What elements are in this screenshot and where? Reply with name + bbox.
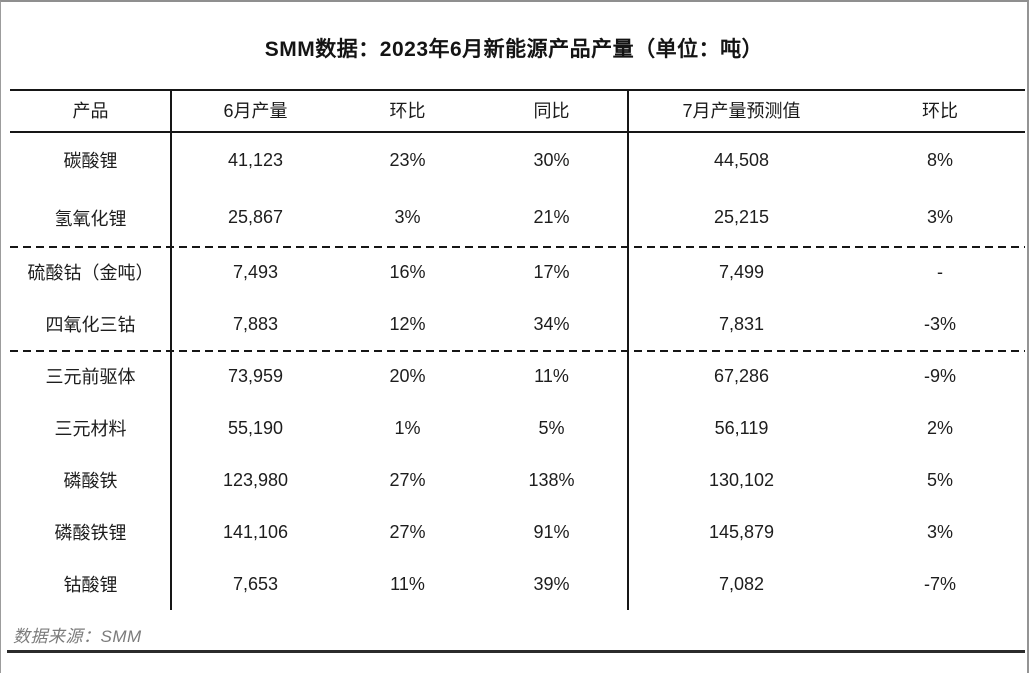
header-cell-1: 6月产量 xyxy=(223,101,288,121)
table-top-border xyxy=(10,89,1025,91)
header-cell-0: 产品 xyxy=(72,101,109,121)
value-cell: 7,499 xyxy=(718,261,765,282)
header-bottom-border xyxy=(10,131,1025,133)
column-divider-right xyxy=(627,89,629,610)
value-cell: 3% xyxy=(926,207,953,227)
product-name-cell: 三元材料 xyxy=(54,419,127,439)
bottom-rule xyxy=(7,650,1025,653)
value-cell: 27% xyxy=(389,521,426,542)
value-cell: 16% xyxy=(389,261,426,282)
value-cell: 1% xyxy=(394,417,421,438)
value-cell: 55,190 xyxy=(227,417,284,438)
product-name-cell: 磷酸铁锂 xyxy=(54,523,127,543)
value-cell: -9% xyxy=(923,365,956,386)
header-cell-5: 环比 xyxy=(922,101,958,121)
value-cell: 130,102 xyxy=(708,469,775,490)
product-name-cell: 三元前驱体 xyxy=(45,367,136,387)
value-cell: 27% xyxy=(389,469,426,490)
value-cell: 41,123 xyxy=(227,149,284,170)
value-cell: 138% xyxy=(528,469,575,490)
value-cell: 7,883 xyxy=(232,313,279,334)
header-cell-2: 环比 xyxy=(389,101,426,121)
production-table-grid: 产品 6月产量 环比 同比 7月产量预测值 环比碳酸锂 41,123 23% 30% 44,508… xyxy=(10,89,1025,610)
product-name-cell: 硫酸钴（金吨） xyxy=(27,263,154,283)
value-cell: 145,879 xyxy=(708,521,775,542)
value-cell: 7,831 xyxy=(718,313,765,334)
source-note: 数据来源：SMM xyxy=(13,627,142,646)
value-cell: 30% xyxy=(533,149,570,170)
value-cell: 7,653 xyxy=(232,573,279,594)
dashed-separator-2 xyxy=(10,350,1025,352)
value-cell: 67,286 xyxy=(713,365,770,386)
value-cell: 5% xyxy=(926,469,953,490)
value-cell: 73,959 xyxy=(227,365,284,386)
value-cell: -3% xyxy=(923,313,956,334)
header-cell-4: 7月产量预测值 xyxy=(682,101,801,121)
value-cell: 123,980 xyxy=(222,469,289,490)
value-cell: 5% xyxy=(538,417,565,438)
table-title: SMM数据：2023年6月新能源产品产量（单位：吨） xyxy=(264,38,764,61)
value-cell: 44,508 xyxy=(713,149,770,170)
product-name-cell: 四氧化三钴 xyxy=(45,315,136,335)
value-cell: 34% xyxy=(533,313,570,334)
column-divider-left xyxy=(170,89,172,610)
value-cell: 8% xyxy=(926,149,953,170)
value-cell: 11% xyxy=(534,365,569,386)
value-cell: 25,867 xyxy=(227,207,284,227)
value-cell: 56,119 xyxy=(714,417,769,438)
value-cell: 25,215 xyxy=(713,207,770,227)
product-name-cell: 钴酸锂 xyxy=(63,575,118,595)
product-name-cell: 磷酸铁 xyxy=(63,471,118,491)
value-cell: - xyxy=(937,261,943,282)
header-cell-3: 同比 xyxy=(533,101,570,121)
product-name-cell: 碳酸锂 xyxy=(63,151,118,171)
value-cell: 20% xyxy=(389,365,426,386)
value-cell: -7% xyxy=(923,573,956,594)
value-cell: 91% xyxy=(533,521,570,542)
value-cell: 21% xyxy=(533,207,570,227)
value-cell: 7,493 xyxy=(232,261,279,282)
value-cell: 3% xyxy=(926,521,953,542)
value-cell: 3% xyxy=(394,207,421,227)
value-cell: 17% xyxy=(533,261,570,282)
value-cell: 12% xyxy=(389,313,426,334)
dashed-separator-1 xyxy=(10,246,1025,248)
production-table: 产品 6月产量 环比 同比 7月产量预测值 环比碳酸锂 41,123 23% 30% 44,508… xyxy=(10,89,1025,610)
value-cell: 141,106 xyxy=(222,521,289,542)
value-cell: 11% xyxy=(390,573,425,594)
value-cell: 39% xyxy=(533,573,570,594)
value-cell: 23% xyxy=(389,149,426,170)
value-cell: 2% xyxy=(926,417,953,438)
value-cell: 7,082 xyxy=(718,573,765,594)
product-name-cell: 氢氧化锂 xyxy=(54,208,127,229)
